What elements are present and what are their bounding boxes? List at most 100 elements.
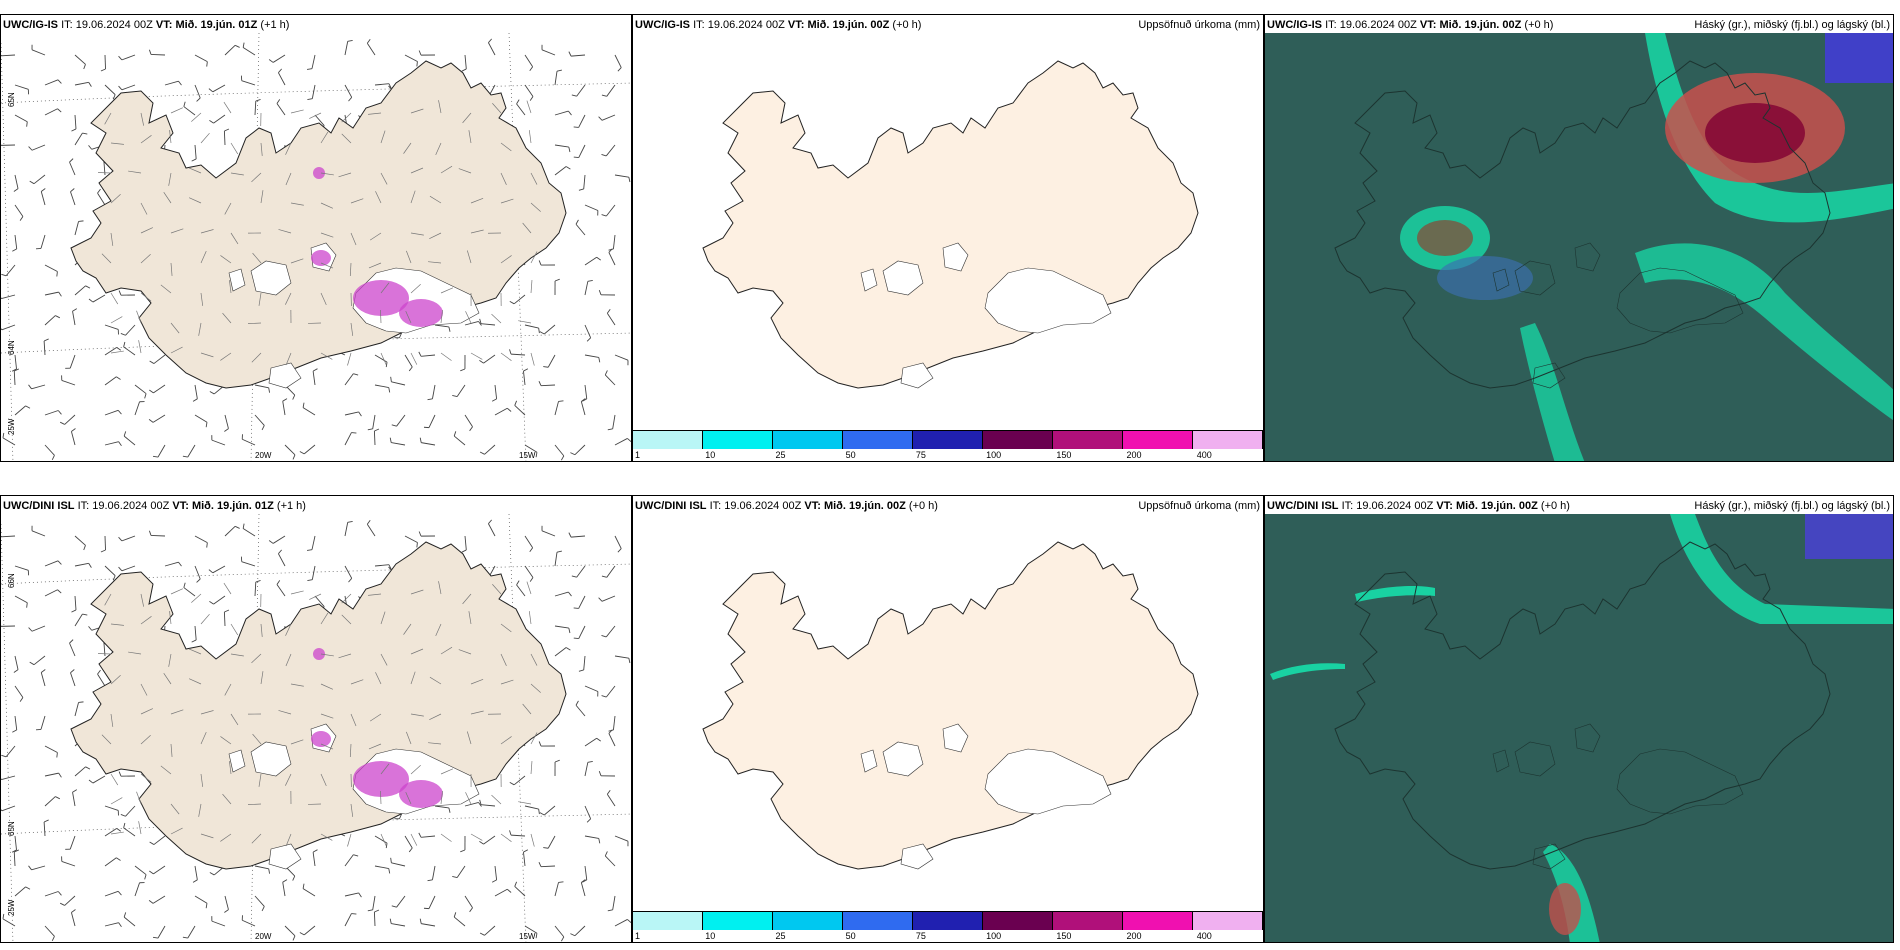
lat-label: 25W: [7, 418, 16, 435]
colorbar-tick: 100: [986, 931, 1002, 941]
wind-barb: [110, 316, 123, 324]
wind-barb: [554, 110, 569, 116]
wind-barb: [311, 54, 316, 69]
forecast-panel-precip: UWC/DINI ISL IT: 19.06.2024 00Z VT: Mið.…: [632, 495, 1264, 943]
wind-barb: [608, 733, 616, 747]
wind-barb-flag: [479, 932, 485, 936]
wind-barb-flag: [57, 891, 62, 896]
wind-barb: [429, 232, 442, 239]
wind-barb: [513, 775, 526, 786]
wind-barb-flag: [118, 566, 123, 572]
wind-barb-flag: [568, 628, 571, 634]
colorbar-bin: [1193, 912, 1263, 930]
wind-barb: [410, 108, 424, 114]
wind-barb: [470, 833, 483, 841]
wind-barb-flag: [57, 560, 62, 565]
wind-barb: [524, 84, 534, 97]
wind-barb-flag: [12, 729, 17, 733]
wind-barb-flag: [242, 523, 245, 529]
wind-barb: [438, 581, 442, 595]
init-time: 19.06.2024 00Z: [724, 500, 802, 512]
wind-barb-flag: [586, 818, 591, 823]
wind-barb-flag: [514, 400, 518, 406]
wind-barb-flag: [209, 391, 215, 395]
wind-barb: [341, 593, 352, 604]
wind-barb: [380, 790, 382, 805]
wind-barb: [540, 384, 556, 387]
wind-barb-flag: [26, 121, 28, 127]
wind-barb: [110, 773, 119, 786]
wind-barb-flag: [568, 51, 572, 57]
wind-barb: [338, 172, 352, 178]
wind-barb: [421, 835, 436, 838]
wind-barb: [104, 805, 119, 811]
wind-barb: [434, 324, 449, 328]
wind-barb-flag: [208, 88, 214, 93]
wind-barb: [128, 170, 142, 174]
land-wind-barbs: [97, 100, 541, 366]
wind-barb: [260, 142, 263, 156]
wind-barb-flag: [529, 547, 534, 553]
wind-barb: [524, 324, 539, 329]
wind-barb-flag: [224, 428, 229, 432]
wind-barb: [70, 191, 76, 206]
wind-barb: [614, 174, 629, 178]
lead-time: (+0 h): [892, 19, 922, 31]
panel-title: UWC/IG-IS IT: 19.06.2024 00Z VT: Mið. 19…: [635, 19, 921, 31]
cloud-background: [1265, 514, 1893, 942]
mid-cloud-patch: [1437, 256, 1533, 300]
wind-barb: [403, 142, 412, 154]
wind-barb: [140, 253, 151, 264]
wind-barb: [140, 616, 152, 625]
wind-barb: [406, 250, 412, 264]
wind-barb: [456, 384, 466, 397]
wind-barb: [70, 672, 76, 687]
snow-area: [353, 280, 409, 316]
wind-barb: [320, 292, 327, 306]
wind-barb: [285, 352, 292, 366]
wind-barb-flag: [479, 840, 484, 845]
wind-barb: [104, 535, 106, 551]
wind-barb: [170, 107, 184, 114]
wind-barb: [153, 865, 166, 875]
wind-barb-flag: [418, 351, 422, 357]
wind-barb-flag: [123, 912, 127, 918]
wind-barb: [347, 352, 352, 366]
wind-barb: [290, 202, 304, 206]
wind-barb-flag: [607, 428, 613, 431]
wind-barb: [104, 376, 117, 386]
wind-barb: [14, 835, 17, 850]
wind-barb: [344, 913, 352, 927]
wind-barb: [380, 282, 390, 294]
wind-barb-flag: [118, 441, 122, 447]
wind-barb: [31, 865, 46, 871]
wind-barb-flag: [116, 376, 121, 380]
wind-barb-flag: [598, 597, 603, 602]
wind-barb-flag: [479, 451, 485, 455]
wind-barb-flag: [205, 422, 208, 428]
wind-barb: [516, 103, 526, 116]
wind-barb: [404, 54, 418, 62]
wind-barb: [282, 401, 286, 416]
low-cloud-band: [1670, 514, 1893, 624]
wind-barb: [290, 258, 304, 264]
wind-barb: [224, 202, 232, 215]
wind-barb: [140, 593, 145, 607]
wind-barb-flag: [83, 64, 86, 70]
wind-barb: [458, 649, 472, 655]
wind-barb-flag: [628, 177, 631, 183]
wind-barb: [500, 736, 512, 745]
wind-barb: [1, 294, 16, 300]
wind-barb-flag: [72, 308, 78, 312]
wind-barb-flag: [282, 879, 288, 883]
wind-barb: [481, 804, 496, 807]
wind-barb: [101, 253, 112, 264]
colorbar-tick: 200: [1126, 931, 1142, 941]
wind-barb-flag: [88, 563, 92, 568]
wind-barb: [31, 144, 46, 151]
colorbar-bin: [703, 912, 773, 930]
wind-barb: [421, 442, 436, 446]
wind-barb: [468, 611, 472, 625]
wind-barb: [500, 679, 514, 685]
field-title: Háský (gr.), miðský (fj.bl.) og lágský (…: [1694, 19, 1890, 31]
